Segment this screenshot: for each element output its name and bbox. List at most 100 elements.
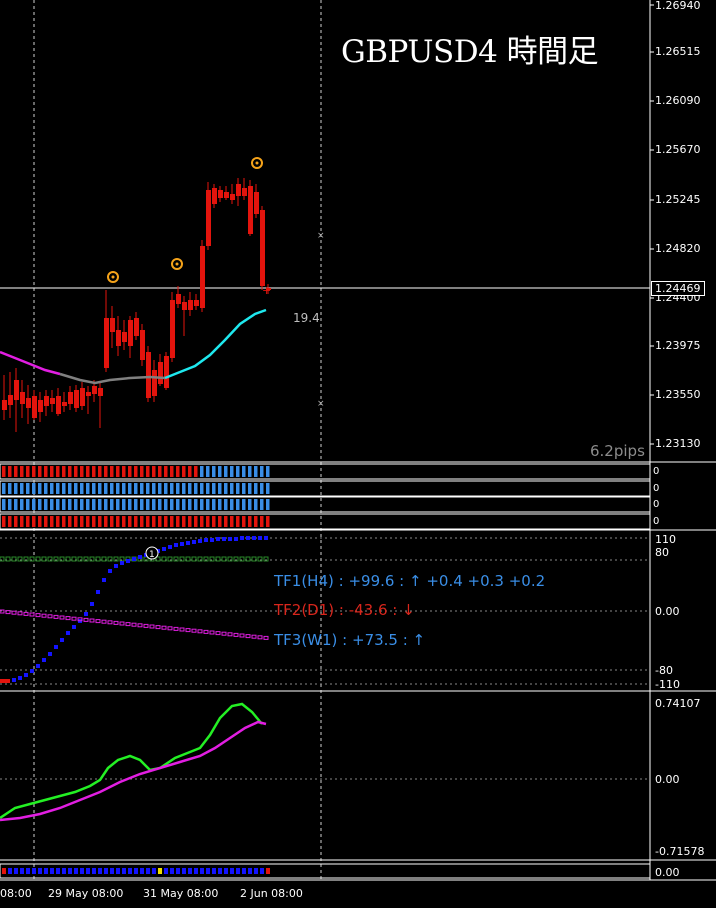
strip-cell [218, 516, 222, 527]
osc-blue-dot [12, 678, 16, 682]
signal-marker [107, 271, 119, 283]
osc-magenta-dot [263, 635, 269, 640]
strip-cell [134, 483, 138, 494]
candle-body [44, 396, 49, 406]
osc-magenta-dot [23, 611, 29, 616]
bottom-strip-cell [32, 868, 36, 874]
strip-cell [26, 499, 30, 510]
candle-body [236, 184, 241, 196]
strip-cell [218, 466, 222, 477]
strip-cell [146, 516, 150, 527]
strip-cell [98, 516, 102, 527]
candle-body [110, 318, 115, 332]
candle-body [188, 300, 193, 310]
osc-magenta-dot [191, 628, 197, 633]
strip-cell [110, 499, 114, 510]
strip-cell [56, 516, 60, 527]
strip-cell [68, 483, 72, 494]
strip-cell [266, 483, 270, 494]
candle-body [74, 390, 79, 408]
bottom-strip-cell [164, 868, 168, 874]
strip-cell [254, 466, 258, 477]
osc-magenta-dot [251, 634, 257, 639]
strip-cell [266, 466, 270, 477]
osc-magenta-dot [11, 610, 17, 615]
price-tick: 1.25670 [655, 143, 701, 156]
strip-cell [44, 483, 48, 494]
bottom-strip-cell [248, 868, 252, 874]
osc-green-dot [191, 556, 197, 562]
strip-cell [74, 483, 78, 494]
strip-cell [32, 483, 36, 494]
candle-body [134, 318, 139, 336]
candle-body [104, 318, 109, 368]
bottom-strip-cell [74, 868, 78, 874]
strip-cell [146, 499, 150, 510]
candle-body [56, 396, 61, 414]
strip-cell [206, 516, 210, 527]
strip-cell [14, 483, 18, 494]
price-tick: 1.26940 [655, 0, 701, 12]
candle-body [200, 246, 205, 308]
bottom-strip-cell [170, 868, 174, 874]
strip-cell [68, 466, 72, 477]
strip-cell [62, 466, 66, 477]
strip-cell [32, 466, 36, 477]
osc-blue-dot [60, 638, 64, 642]
osc-green-dot [23, 556, 29, 562]
osc-green-dot [59, 556, 65, 562]
strip-cell [194, 483, 198, 494]
strip-row-frame [0, 480, 651, 497]
strip-cell [170, 466, 174, 477]
time-tick: 31 May 08:00 [143, 887, 219, 900]
candle-body [164, 356, 169, 388]
strip-cell [188, 516, 192, 527]
osc-green-dot [245, 556, 251, 562]
osc-blue-dot [228, 537, 232, 541]
osc-blue-dot [84, 612, 88, 616]
osc-green-dot [257, 556, 263, 562]
osc-green-dot [215, 556, 221, 562]
strip-cell [32, 516, 36, 527]
strip-cell [260, 516, 264, 527]
osc-green-dot [95, 556, 101, 562]
strip-cell [200, 499, 204, 510]
strip-cell [206, 499, 210, 510]
strip-cell [38, 516, 42, 527]
signal-marker-dot [255, 161, 259, 165]
signal-marker [251, 157, 263, 169]
osc-magenta-dot [137, 623, 143, 628]
osc-blue-dot [216, 537, 220, 541]
osc-magenta-dot [203, 629, 209, 634]
osc-blue-dot [240, 536, 244, 540]
bottom-strip-cell [200, 868, 204, 874]
osc-blue-dot [222, 537, 226, 541]
osc-blue-dot [18, 676, 22, 680]
osc-blue-dot [126, 559, 130, 563]
strip-cell [134, 516, 138, 527]
strip-cell [140, 499, 144, 510]
strip-cell [248, 483, 252, 494]
candle-body [212, 188, 217, 204]
osc-green-dot [89, 556, 95, 562]
osc-magenta-dot [143, 623, 149, 628]
osc-blue-dot [72, 625, 76, 629]
strip-cell [212, 499, 216, 510]
osc-green-dot [47, 556, 53, 562]
osc-green-dot [101, 556, 107, 562]
osc-magenta-dot [35, 613, 41, 618]
strip-cell [38, 499, 42, 510]
strip-cell [248, 499, 252, 510]
osc-magenta-dot [17, 611, 23, 616]
bottom-strip-cell [20, 868, 24, 874]
osc-magenta-dot [233, 632, 239, 637]
osc-magenta-dot [155, 625, 161, 630]
osc-magenta-dot [161, 625, 167, 630]
osc-blue-dot [204, 538, 208, 542]
strip-label: 0 [653, 516, 660, 527]
strip-cell [170, 499, 174, 510]
strip-cell [230, 483, 234, 494]
strip-cell [80, 466, 84, 477]
candle-body [98, 388, 103, 396]
